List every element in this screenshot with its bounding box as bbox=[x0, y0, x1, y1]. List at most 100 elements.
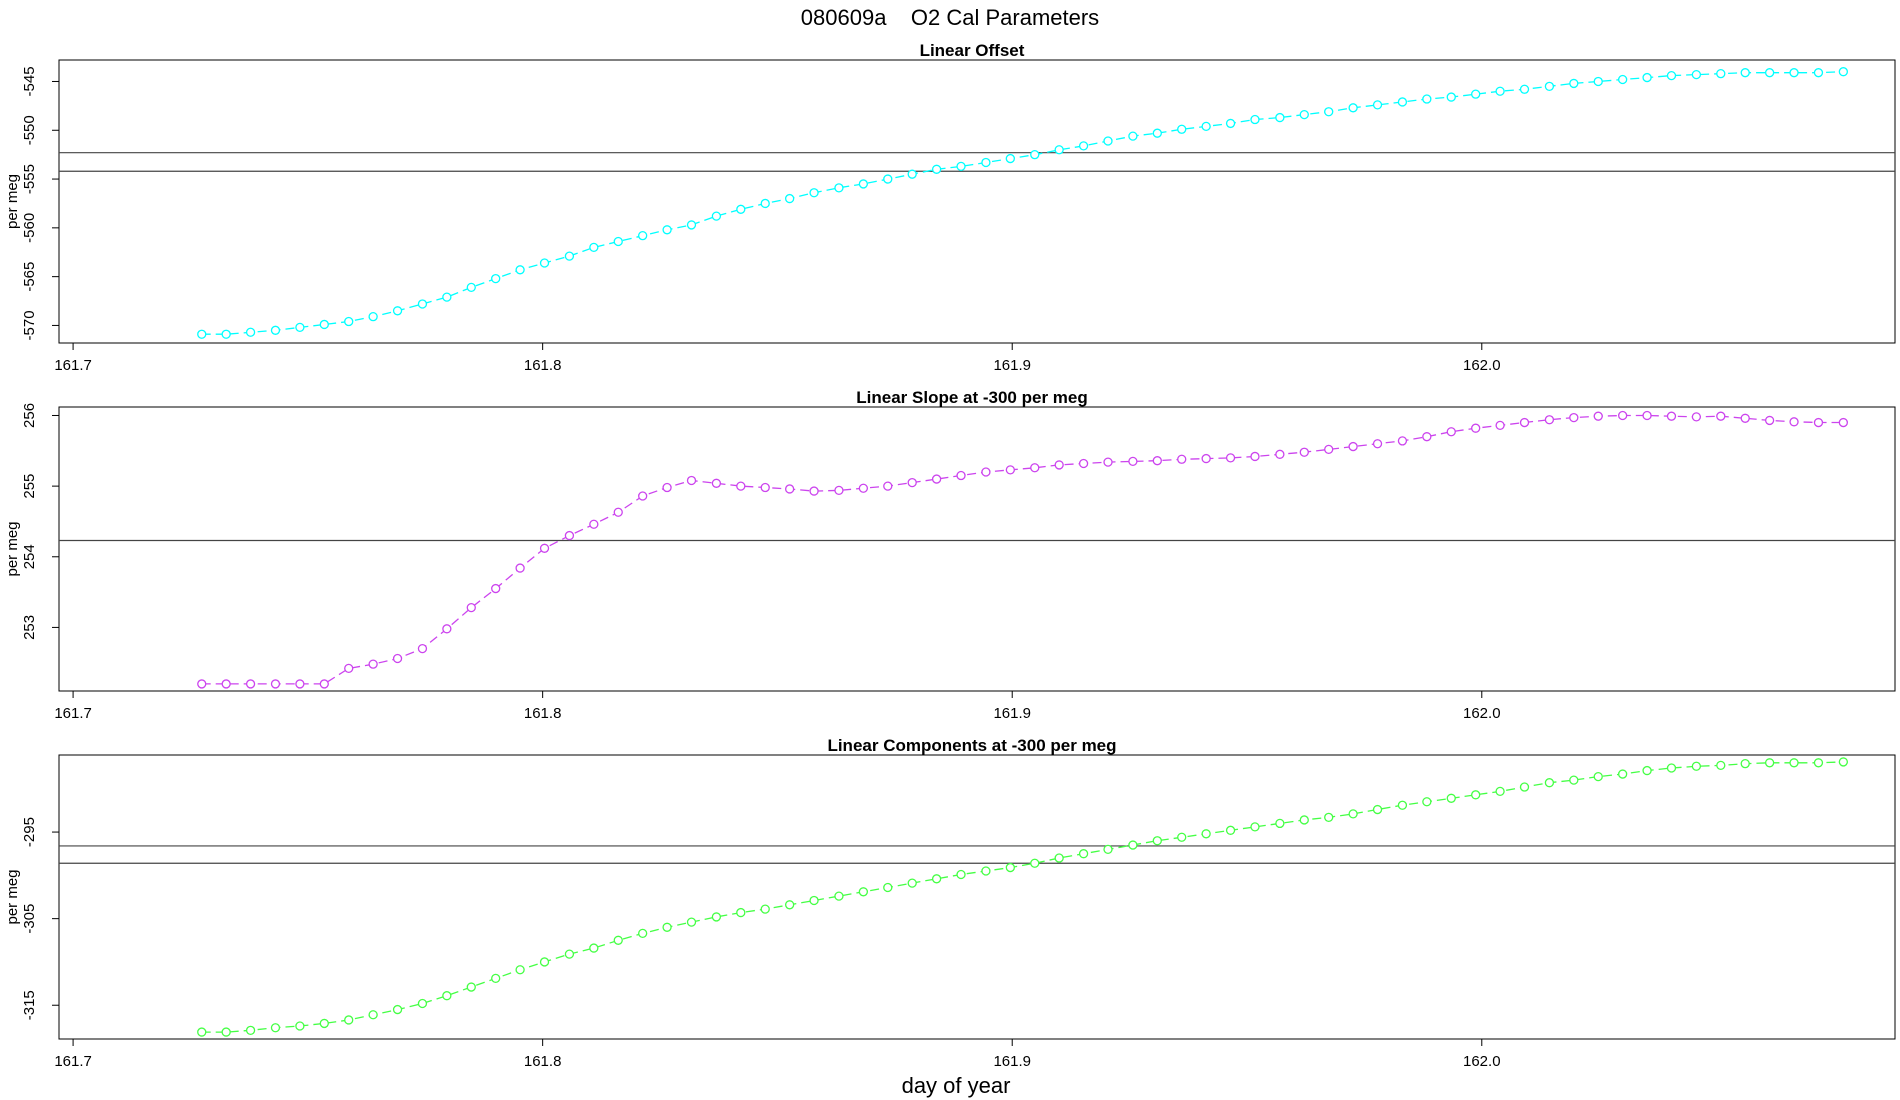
data-point bbox=[442, 991, 452, 1001]
data-point bbox=[613, 935, 623, 945]
data-point bbox=[197, 329, 207, 339]
panel-title: Linear Slope at -300 per meg bbox=[856, 388, 1087, 407]
data-point bbox=[197, 679, 207, 689]
data-point bbox=[1471, 89, 1481, 99]
data-point bbox=[1299, 447, 1309, 457]
data-point bbox=[589, 943, 599, 953]
data-point bbox=[1691, 412, 1702, 422]
data-point bbox=[1666, 763, 1677, 773]
data-point bbox=[931, 474, 942, 484]
data-point bbox=[1740, 413, 1750, 423]
y-tick-label: -295 bbox=[21, 817, 38, 847]
data-point bbox=[466, 282, 476, 293]
data-point bbox=[319, 319, 329, 330]
data-point bbox=[295, 1021, 305, 1031]
y-tick-label: 255 bbox=[21, 474, 38, 499]
data-point bbox=[1177, 832, 1187, 842]
x-tick-label: 161.7 bbox=[54, 705, 92, 722]
data-point bbox=[1666, 70, 1677, 81]
data-point bbox=[760, 482, 770, 493]
data-point bbox=[1495, 420, 1505, 431]
y-axis-label: per meg bbox=[4, 869, 21, 924]
data-point bbox=[1225, 825, 1236, 835]
data-point bbox=[344, 1015, 354, 1025]
data-point bbox=[270, 679, 281, 689]
data-point bbox=[907, 477, 917, 488]
y-tick-label: -560 bbox=[21, 213, 38, 243]
y-tick-label: 256 bbox=[21, 403, 38, 428]
data-point bbox=[344, 663, 354, 674]
data-point bbox=[981, 866, 991, 876]
series-line bbox=[201, 71, 1844, 335]
data-point bbox=[1569, 78, 1579, 89]
data-point bbox=[539, 258, 550, 268]
data-point bbox=[1005, 465, 1015, 475]
data-point bbox=[613, 507, 623, 517]
data-point bbox=[1005, 862, 1015, 873]
data-point bbox=[1324, 107, 1334, 117]
data-point bbox=[295, 322, 305, 333]
data-point bbox=[1128, 456, 1138, 467]
data-point bbox=[1593, 411, 1603, 421]
data-point bbox=[883, 481, 893, 491]
panel-3: Linear Components at -300 per meg 161.7 16… bbox=[4, 736, 1896, 1070]
data-point bbox=[589, 242, 599, 253]
data-point bbox=[1446, 427, 1456, 437]
data-point bbox=[613, 236, 623, 247]
data-point bbox=[1275, 818, 1285, 829]
data-point bbox=[1813, 68, 1824, 78]
data-point bbox=[515, 265, 525, 275]
data-point bbox=[1691, 761, 1702, 771]
data-point bbox=[1666, 411, 1677, 421]
data-point bbox=[295, 679, 305, 689]
data-point bbox=[417, 998, 428, 1009]
data-point bbox=[564, 949, 575, 959]
data-point bbox=[784, 193, 795, 204]
data-point bbox=[1152, 456, 1162, 466]
data-point bbox=[981, 467, 991, 477]
data-point bbox=[1348, 809, 1358, 819]
data-point bbox=[760, 904, 770, 914]
data-point bbox=[931, 874, 942, 884]
data-point bbox=[1618, 410, 1628, 421]
panel-1: Linear Offset 161.7 161.8 161.9 162.0 -570 -56… bbox=[4, 41, 1896, 374]
data-point bbox=[417, 643, 428, 654]
data-point bbox=[956, 869, 966, 880]
data-point bbox=[907, 878, 917, 888]
data-point bbox=[1593, 771, 1603, 782]
data-point bbox=[1519, 782, 1530, 792]
data-point bbox=[491, 583, 501, 594]
y-tick-label: -315 bbox=[21, 990, 38, 1020]
data-point bbox=[1691, 69, 1702, 80]
data-point bbox=[1030, 150, 1040, 160]
data-point bbox=[1078, 458, 1089, 469]
data-point bbox=[1813, 417, 1824, 428]
data-point bbox=[638, 231, 648, 241]
data-point bbox=[1177, 454, 1187, 464]
data-point bbox=[245, 679, 256, 689]
data-point bbox=[1054, 145, 1064, 155]
data-point bbox=[834, 485, 844, 496]
x-axis-title: day of year bbox=[902, 1073, 1011, 1098]
data-point bbox=[1618, 769, 1628, 779]
data-point bbox=[515, 563, 525, 573]
data-point bbox=[1422, 94, 1432, 104]
data-point bbox=[686, 475, 697, 486]
data-point bbox=[1348, 103, 1358, 113]
data-point bbox=[809, 188, 819, 198]
data-point bbox=[736, 907, 746, 918]
data-point bbox=[981, 157, 991, 168]
data-point bbox=[1569, 775, 1579, 785]
data-point bbox=[1471, 423, 1481, 433]
data-point bbox=[686, 917, 697, 927]
data-point bbox=[1372, 100, 1383, 110]
x-tick-label: 162.0 bbox=[1463, 1053, 1501, 1070]
data-point bbox=[858, 887, 869, 897]
data-point bbox=[907, 169, 917, 179]
data-point bbox=[1152, 836, 1162, 846]
data-point bbox=[417, 299, 428, 309]
data-point bbox=[466, 602, 476, 613]
data-point bbox=[1813, 758, 1824, 768]
data-point bbox=[1225, 118, 1236, 129]
